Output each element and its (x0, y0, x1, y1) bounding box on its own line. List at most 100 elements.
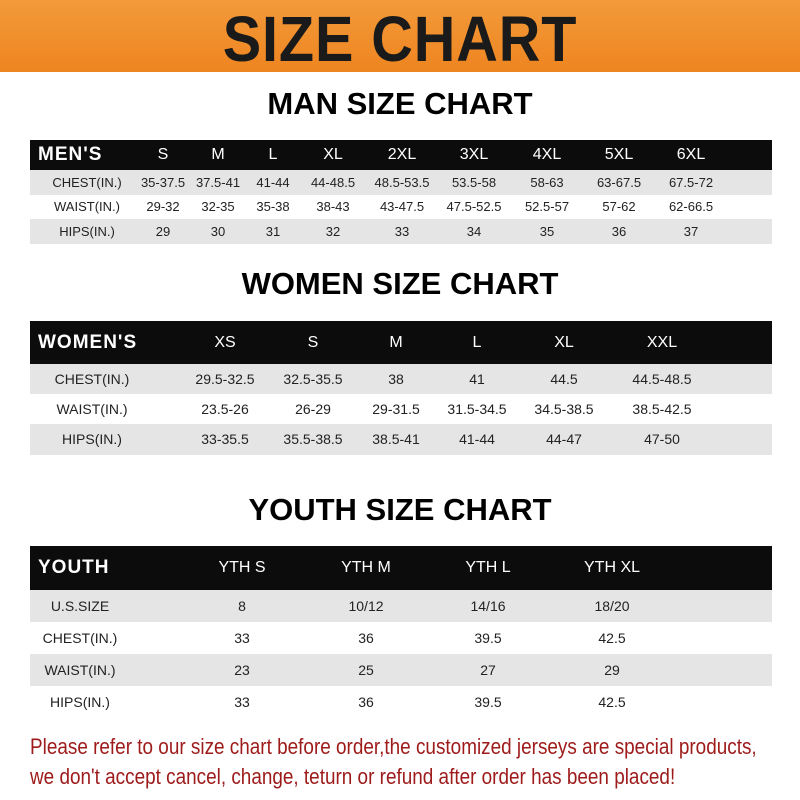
cell: 5XL (604, 146, 634, 163)
row-label: CHEST(IN.) (52, 175, 122, 190)
row-label: WAIST(IN.) (44, 662, 116, 678)
cell: 44-48.5 (310, 175, 356, 190)
cell: 47-50 (644, 431, 680, 447)
table-row: CHEST(IN.) 33 36 39.5 42.5 (30, 622, 772, 654)
cell: YTH L (465, 559, 511, 576)
note-line-1: Please refer to our size chart before or… (30, 734, 757, 759)
cell: 53.5-58 (451, 175, 497, 190)
cell: 29.5-32.5 (195, 371, 255, 387)
cell: 35-38 (256, 199, 290, 214)
cell: XL (323, 146, 343, 163)
cell: 57-62 (602, 199, 636, 214)
cell: 62-66.5 (668, 199, 714, 214)
cell: 27 (480, 662, 496, 678)
cell: 38 (388, 371, 404, 387)
cell: S (307, 334, 319, 351)
table-row: WAIST(IN.) 23 25 27 29 (30, 654, 772, 686)
cell: 30 (210, 224, 226, 239)
cell: XXL (646, 334, 678, 351)
table-row: WAIST(IN.) 29-32 32-35 35-38 38-43 43-47.5 47.… (30, 195, 772, 219)
youth-title: YOUTH SIZE CHART (248, 492, 552, 527)
cell: 34.5-38.5 (534, 401, 594, 417)
row-label: CHEST(IN.) (42, 630, 118, 646)
table-row: HIPS(IN.) 33 36 39.5 42.5 (30, 686, 772, 718)
table-row: HIPS(IN.) 29 30 31 32 33 34 35 36 37 (30, 219, 772, 244)
cell: 48.5-53.5 (374, 175, 430, 190)
table-row: CHEST(IN.) 35-37.5 37.5-41 41-44 44-48.5 48.5… (30, 170, 772, 195)
men-title: MAN SIZE CHART (267, 86, 533, 121)
table-row: WAIST(IN.) 23.5-26 26-29 29-31.5 31.5-34.5 34… (30, 394, 772, 424)
cell: 6XL (676, 146, 706, 163)
cell: 18/20 (594, 598, 630, 614)
banner: SIZE CHART (0, 0, 800, 75)
cell: 67.5-72 (668, 175, 714, 190)
cell: 2XL (387, 146, 417, 163)
cell: 58-63 (530, 175, 564, 190)
cell: 44.5 (550, 371, 578, 387)
women-title: WOMEN SIZE CHART (241, 266, 559, 301)
cell: S (157, 146, 169, 163)
cell: 32.5-35.5 (283, 371, 343, 387)
cell: 3XL (459, 146, 489, 163)
cell: 42.5 (598, 694, 626, 710)
cell: 23.5-26 (201, 401, 249, 417)
cell: 36 (358, 694, 374, 710)
cell: 42.5 (598, 630, 626, 646)
cell: 32 (325, 224, 341, 239)
cell: 39.5 (474, 694, 502, 710)
table-row: HIPS(IN.) 33-35.5 35.5-38.5 38.5-41 41-44 44-… (30, 424, 772, 455)
cell: 33 (394, 224, 410, 239)
cell: 33-35.5 (201, 431, 249, 447)
cell: 36 (611, 224, 627, 239)
cell: 29 (155, 224, 171, 239)
cell: 37 (683, 224, 699, 239)
row-label: CHEST(IN.) (54, 371, 130, 387)
cell: 63-67.5 (596, 175, 642, 190)
cell: YTH M (341, 559, 391, 576)
cell: 33 (234, 630, 250, 646)
cell: 33 (234, 694, 250, 710)
cell: 35 (539, 224, 555, 239)
cell: 26-29 (295, 401, 331, 417)
cell: 38.5-42.5 (632, 401, 692, 417)
cell: 43-47.5 (379, 199, 425, 214)
row-label: WAIST(IN.) (54, 199, 120, 214)
cell: 47.5-52.5 (446, 199, 502, 214)
cell: 23 (234, 662, 250, 678)
row-label: HIPS(IN.) (50, 694, 110, 710)
header-row: MEN'S S M L XL 2XL 3XL 4XL 5XL 6XL (30, 140, 772, 170)
cell: 52.5-57 (524, 199, 570, 214)
cell: 29 (604, 662, 620, 678)
row-label: MEN'S (38, 144, 103, 165)
cell: 10/12 (348, 598, 384, 614)
cell: YTH S (218, 559, 266, 576)
cell: 41 (469, 371, 485, 387)
note-line-2: we don't accept cancel, change, teturn o… (30, 764, 676, 789)
row-label: HIPS(IN.) (62, 431, 122, 447)
cell: 38.5-41 (372, 431, 420, 447)
cell: 41-44 (459, 431, 495, 447)
cell: 35.5-38.5 (283, 431, 343, 447)
cell: 35-37.5 (140, 175, 186, 190)
row-label: YOUTH (38, 557, 110, 578)
cell: L (268, 146, 278, 163)
cell: 38-43 (316, 199, 350, 214)
cell: 8 (238, 598, 246, 614)
cell: L (472, 334, 482, 351)
table-row: CHEST(IN.) 29.5-32.5 32.5-35.5 38 41 44.5 44.5… (30, 364, 772, 394)
cell: M (389, 334, 403, 351)
header-row: YOUTH YTH S YTH M YTH L YTH XL (30, 546, 772, 590)
cell: 41-44 (256, 175, 290, 190)
banner-title: SIZE CHART (222, 3, 578, 75)
cell: 31.5-34.5 (447, 401, 507, 417)
cell: 4XL (532, 146, 562, 163)
cell: 32-35 (201, 199, 235, 214)
cell: 31 (265, 224, 281, 239)
cell: XS (214, 334, 236, 351)
cell: M (211, 146, 225, 163)
table-row: U.S.SIZE 8 10/12 14/16 18/20 (30, 590, 772, 622)
row-label: HIPS(IN.) (59, 224, 115, 239)
cell: 34 (466, 224, 482, 239)
cell: YTH XL (583, 559, 641, 576)
cell: 36 (358, 630, 374, 646)
